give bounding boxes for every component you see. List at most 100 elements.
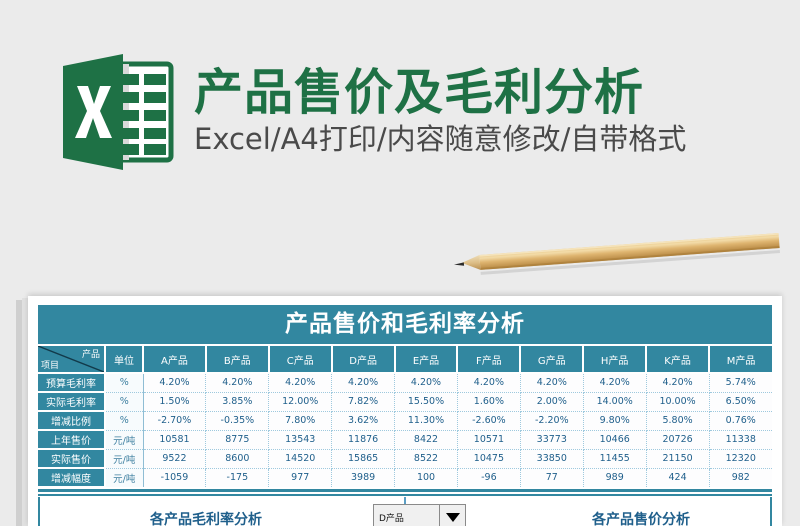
cell: 4.20% [268, 373, 333, 393]
cell: 14.00% [583, 392, 647, 412]
cell: 8775 [205, 430, 270, 450]
cell: -1059 [143, 468, 207, 487]
cell: 13543 [268, 430, 333, 450]
cell: 982 [709, 468, 772, 487]
cell: 5.80% [646, 411, 710, 431]
unit-header: 单位 [105, 346, 144, 374]
cell: 33773 [520, 430, 584, 450]
product-select-dropdown[interactable]: D产品 [373, 504, 466, 526]
cell: 10466 [583, 430, 647, 450]
row-unit: % [105, 373, 144, 393]
table-bottom-rule-2 [38, 494, 772, 496]
row-unit: % [105, 411, 144, 431]
cell: 9522 [143, 449, 207, 469]
table-row: 实际售价 元/吨 9522 8600 14520 15865 8522 1047… [38, 449, 772, 469]
corner-bottom-label: 项目 [41, 361, 60, 371]
cell: 21150 [646, 449, 710, 469]
column-header-b: B产品 [205, 346, 270, 374]
product-analysis-table: 产品 项目 单位 A产品 B产品 C产品 D产品 E产品 F产品 G产品 H产品… [38, 346, 772, 488]
cell: 1.60% [457, 392, 521, 412]
cell: 10475 [457, 449, 521, 469]
cell: 2.00% [520, 392, 584, 412]
row-label-actual-margin: 实际毛利率 [38, 392, 106, 412]
column-header-g: G产品 [520, 346, 585, 374]
cell: 11.30% [394, 411, 458, 431]
cell: 4.20% [205, 373, 270, 393]
cell: -2.20% [520, 411, 584, 431]
cell: 77 [520, 468, 584, 487]
table-header-row: 产品 项目 单位 A产品 B产品 C产品 D产品 E产品 F产品 G产品 H产品… [38, 346, 772, 374]
column-header-d: D产品 [331, 346, 396, 374]
cell: 989 [583, 468, 647, 487]
table-row: 上年售价 元/吨 10581 8775 13543 11876 8422 105… [38, 430, 772, 450]
cell: 10571 [457, 430, 521, 450]
column-header-e: E产品 [394, 346, 459, 374]
cell: 4.20% [394, 373, 458, 393]
table-bottom-gap [38, 492, 772, 494]
page-title: 产品售价及毛利分析 [194, 63, 645, 121]
table-row: 预算毛利率 % 4.20% 4.20% 4.20% 4.20% 4.20% 4.… [38, 373, 772, 393]
row-label-last-year-price: 上年售价 [38, 430, 106, 450]
cell: 7.80% [268, 411, 333, 431]
spreadsheet-sheet: 产品售价和毛利率分析 产品 项目 单位 A产品 B产品 C产品 D产品 [28, 296, 782, 526]
cell: 33850 [520, 449, 584, 469]
cell: 100 [394, 468, 458, 487]
cell: 3.62% [331, 411, 396, 431]
cell: 12.00% [268, 392, 333, 412]
column-header-a: A产品 [143, 346, 207, 374]
cell: -0.35% [205, 411, 270, 431]
cell: 9.80% [583, 411, 647, 431]
row-label-budget-margin: 预算毛利率 [38, 373, 106, 393]
banner-text-group: 产品售价及毛利分析 Excel/A4打印/内容随意修改/自带格式 [194, 63, 686, 156]
column-header-m: M产品 [709, 346, 772, 374]
table-row: 增减幅度 元/吨 -1059 -175 977 3989 100 -96 77 … [38, 468, 772, 488]
cell: 11455 [583, 449, 647, 469]
cell: 3.85% [205, 392, 270, 412]
cell: -96 [457, 468, 521, 487]
charts-section: 各产品毛利率分析 各产品售价分析 D产品 [38, 497, 772, 526]
cell: 15865 [331, 449, 396, 469]
cell: 424 [646, 468, 710, 487]
cell: 3989 [331, 468, 396, 487]
cell: 11876 [331, 430, 396, 450]
row-label-change-ratio: 增减比例 [38, 411, 106, 431]
cell: 8600 [205, 449, 270, 469]
row-unit: 元/吨 [105, 449, 144, 469]
cell: 4.20% [143, 373, 207, 393]
triangle-down-icon[interactable] [439, 505, 465, 526]
row-unit: 元/吨 [105, 430, 144, 450]
table-row: 实际毛利率 % 1.50% 3.85% 12.00% 7.82% 15.50% … [38, 392, 772, 412]
cell: 8522 [394, 449, 458, 469]
left-chart-caption: 各产品毛利率分析 [150, 512, 262, 526]
diagonal-divider-icon [38, 346, 104, 372]
row-label-actual-price: 实际售价 [38, 449, 106, 469]
table-row: 增减比例 % -2.70% -0.35% 7.80% 3.62% 11.30% … [38, 411, 772, 431]
sheet-title: 产品售价和毛利率分析 [38, 305, 772, 344]
row-unit: % [105, 392, 144, 412]
cell: 1.50% [143, 392, 207, 412]
cell: 10581 [143, 430, 207, 450]
cell: -175 [205, 468, 270, 487]
cell: 0.76% [709, 411, 772, 431]
column-header-f: F产品 [457, 346, 522, 374]
cell: 4.20% [457, 373, 521, 393]
cell: 11338 [709, 430, 772, 450]
column-header-h: H产品 [583, 346, 648, 374]
column-header-k: K产品 [646, 346, 711, 374]
corner-header-cell: 产品 项目 [38, 346, 106, 374]
cell: 6.50% [709, 392, 772, 412]
excel-logo-icon [55, 52, 178, 172]
cell: 4.20% [331, 373, 396, 393]
right-chart-caption: 各产品售价分析 [592, 512, 690, 526]
cell: -2.60% [457, 411, 521, 431]
cell: 4.20% [583, 373, 647, 393]
row-label-change-amount: 增减幅度 [38, 468, 106, 488]
table-bottom-rule [38, 489, 772, 492]
cell: 14520 [268, 449, 333, 469]
row-unit: 元/吨 [105, 468, 144, 487]
cell: 4.20% [520, 373, 584, 393]
cell: 977 [268, 468, 333, 487]
cell: 8422 [394, 430, 458, 450]
cell: 20726 [646, 430, 710, 450]
product-select-value: D产品 [379, 514, 404, 524]
